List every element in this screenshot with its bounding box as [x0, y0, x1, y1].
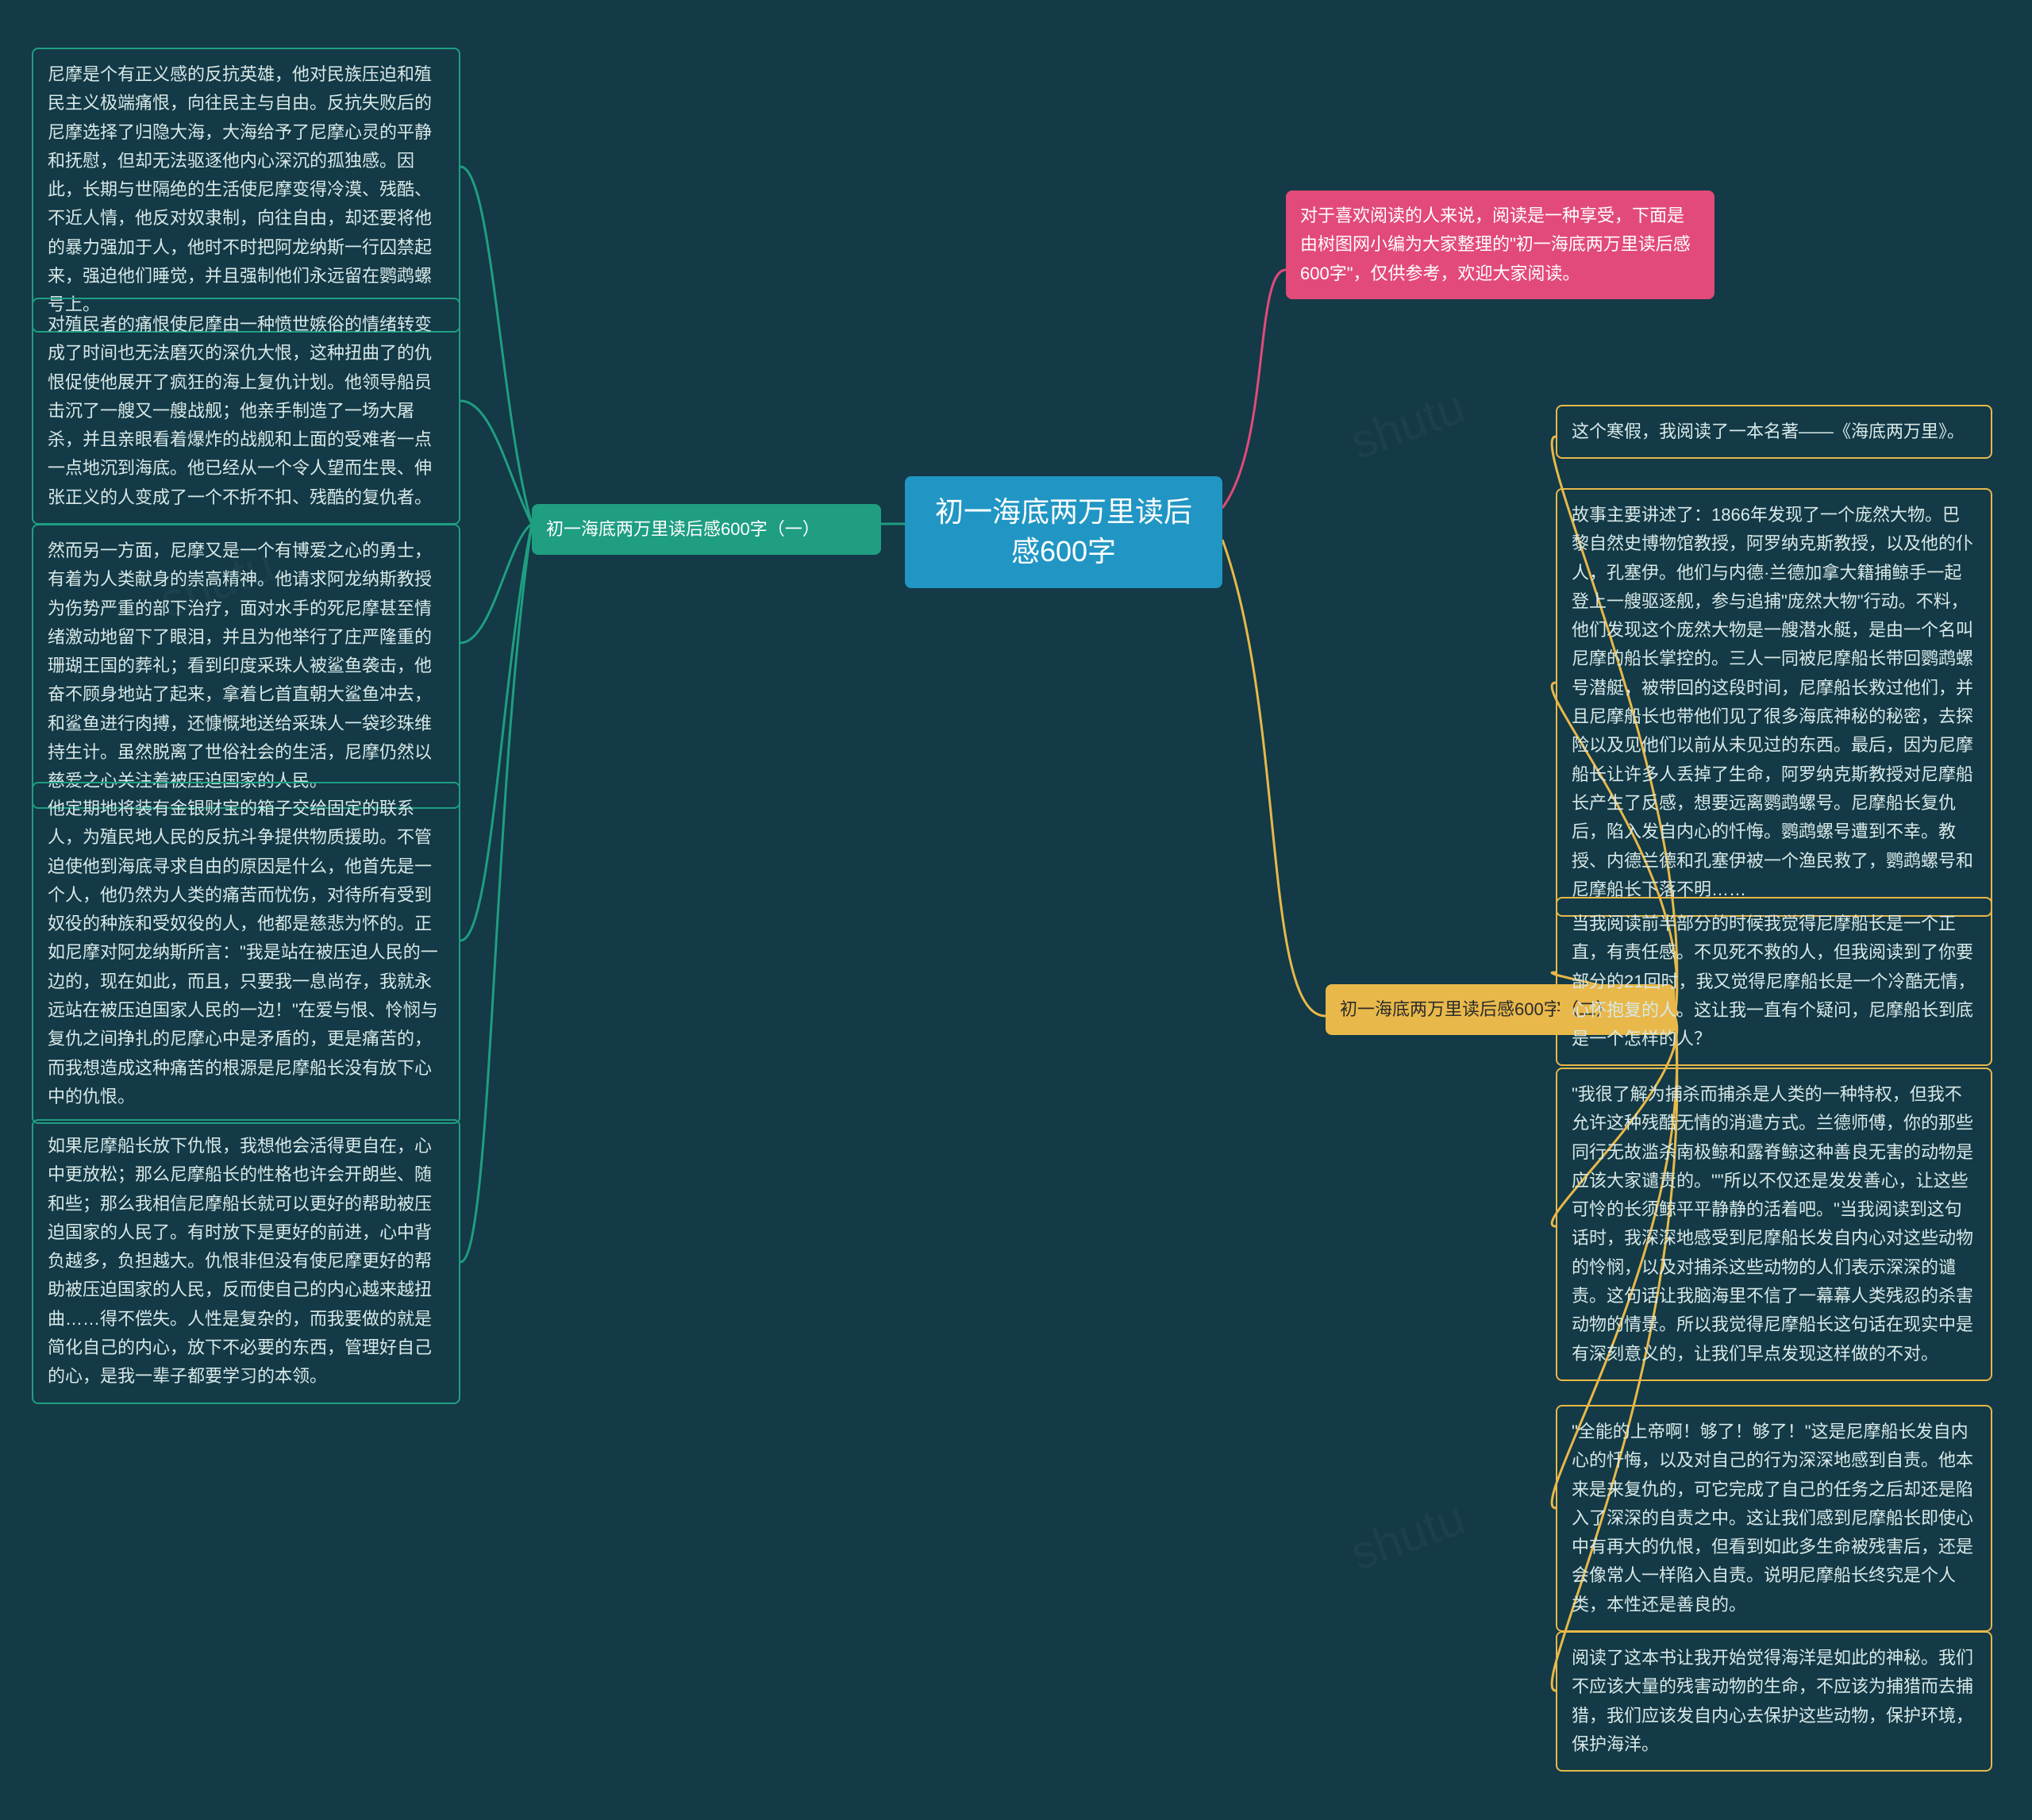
intro-node[interactable]: 对于喜欢阅读的人来说，阅读是一种享受，下面是由树图网小编为大家整理的"初一海底两… [1286, 190, 1714, 299]
leaf2-node-5[interactable]: 阅读了这本书让我开始觉得海洋是如此的神秘。我们不应该大量的残害动物的生命，不应该… [1556, 1631, 1992, 1772]
leaf2-node-4[interactable]: "全能的上帝啊！够了！够了！"这是尼摩船长发自内心的忏悔，以及对自己的行为深深地… [1556, 1405, 1992, 1632]
watermark-2: shutu [1344, 1490, 1472, 1581]
leaf1-node-4[interactable]: 如果尼摩船长放下仇恨，我想他会活得更自在，心中更放松；那么尼摩船长的性格也许会开… [32, 1119, 460, 1404]
watermark-1: shutu [1344, 379, 1472, 470]
edge-branch1-left-leaf1-2 [460, 524, 532, 643]
root-node[interactable]: 初一海底两万里读后感600字 [905, 476, 1222, 588]
leaf2-node-1[interactable]: 故事主要讲述了：1866年发现了一个庞然大物。巴黎自然史博物馆教授，阿罗纳克斯教… [1556, 488, 1992, 917]
edge-branch1-left-leaf1-4 [460, 524, 532, 1262]
edge-branch1-left-leaf1-3 [460, 524, 532, 941]
leaf2-node-0[interactable]: 这个寒假，我阅读了一本名著——《海底两万里》。 [1556, 405, 1992, 459]
edge-root-right-intro-left [1222, 270, 1286, 508]
leaf1-node-1[interactable]: 对殖民者的痛恨使尼摩由一种愤世嫉俗的情绪转变成了时间也无法磨灭的深仇大恨，这种扭… [32, 298, 460, 525]
leaf1-node-2[interactable]: 然而另一方面，尼摩又是一个有博爱之心的勇士，有着为人类献身的崇高精神。他请求阿龙… [32, 524, 460, 809]
leaf1-node-3[interactable]: 他定期地将装有金银财宝的箱子交给固定的联系人，为殖民地人民的反抗斗争提供物质援助… [32, 782, 460, 1124]
edge-root-right-branch2-left [1222, 540, 1326, 1016]
leaf2-node-3[interactable]: "我很了解为捕杀而捕杀是人类的一种特权，但我不允许这种残酷无情的消遣方式。兰德师… [1556, 1068, 1992, 1381]
leaf2-node-2[interactable]: 当我阅读前半部分的时候我觉得尼摩船长是一个正直，有责任感。不见死不救的人，但我阅… [1556, 897, 1992, 1066]
branch1-node[interactable]: 初一海底两万里读后感600字（一） [532, 504, 881, 555]
edge-branch1-left-leaf1-0 [460, 167, 532, 524]
edge-branch1-left-leaf1-1 [460, 401, 532, 524]
leaf1-node-0[interactable]: 尼摩是个有正义感的反抗英雄，他对民族压迫和殖民主义极端痛恨，向往民主与自由。反抗… [32, 48, 460, 333]
